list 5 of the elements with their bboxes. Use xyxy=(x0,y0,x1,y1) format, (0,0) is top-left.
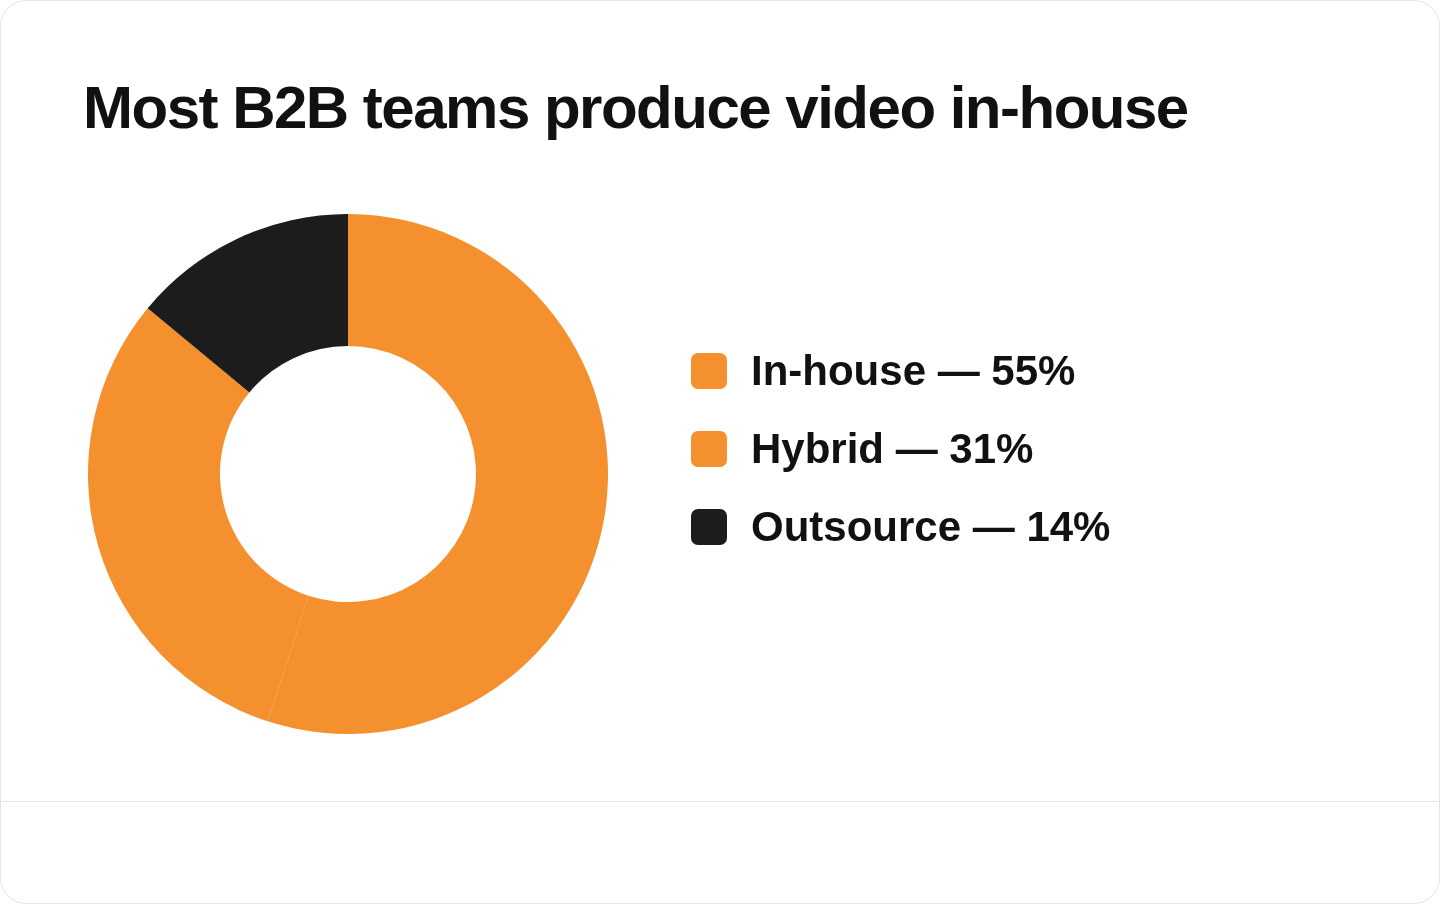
donut-slice xyxy=(147,214,348,393)
legend-label: In-house — 55% xyxy=(751,347,1076,395)
chart-title: Most B2B teams produce video in-house xyxy=(83,73,1188,142)
legend-label: Outsource — 14% xyxy=(751,503,1111,551)
legend-label: Hybrid — 31% xyxy=(751,425,1034,473)
